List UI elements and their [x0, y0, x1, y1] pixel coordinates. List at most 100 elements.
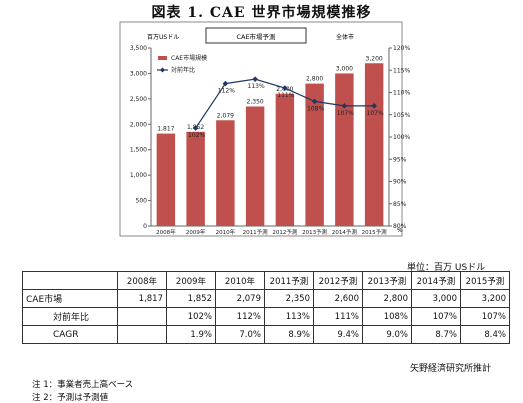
- chart: CAE市場予測 百万USドル 全体市 % 0 500 1,000 1,500 2,000…: [119, 21, 410, 237]
- growth-value-label: 113%: [248, 83, 265, 90]
- growth-point: [192, 125, 199, 131]
- table-cell: 7.0%: [215, 325, 265, 344]
- bar: [216, 120, 235, 226]
- x-tick-label: 2010年: [216, 228, 236, 236]
- table-header-cell: 2013予測: [362, 271, 412, 290]
- bar: [305, 83, 324, 226]
- table-row: CAE市場 1,817 1,852 2,079 2,350 2,600 2,80…: [22, 289, 510, 308]
- bar: [364, 63, 384, 226]
- x-tick-label: 2015予測: [362, 228, 387, 236]
- x-tick-label: 2011予測: [243, 228, 268, 236]
- growth-point: [282, 85, 288, 91]
- x-tick-label: 2012予測: [272, 228, 297, 236]
- y-tick-label: 1,500: [130, 147, 147, 154]
- chart-frame: [119, 21, 403, 237]
- footnote: 注 1：事業者売上高ベース: [32, 380, 134, 390]
- growth-value-label: 108%: [307, 105, 324, 112]
- y2-tick-label: 105%: [393, 112, 410, 119]
- bar-value-label: 2,079: [217, 112, 234, 119]
- y2-tick-label: 100%: [393, 134, 410, 141]
- table-cell: 102%: [166, 307, 216, 326]
- y-tick-label: 2,500: [130, 96, 147, 103]
- y-tick-label: 0: [143, 223, 147, 230]
- table-cell: 1,817: [117, 289, 167, 308]
- growth-value-label: 102%: [188, 132, 205, 139]
- chart-title-box: [205, 27, 307, 44]
- y2-tick-label: 90%: [393, 179, 407, 186]
- table-header-cell: 2012予測: [313, 271, 363, 290]
- table-cell: 8.7%: [411, 325, 461, 344]
- footnote: 注 2：予測は予測値: [32, 393, 109, 403]
- y2-tick-label: 85%: [393, 201, 407, 208]
- left-axis-unit: 百万USドル: [147, 34, 179, 41]
- y2-tick-label: 95%: [393, 156, 407, 163]
- y2-tick-label: 115%: [393, 67, 410, 74]
- x-tick-label: 2008年: [156, 228, 176, 236]
- table-cell: 2,600: [313, 289, 363, 308]
- table-header-cell: 2009年: [166, 271, 216, 290]
- legend-label: 対前年比: [171, 66, 195, 74]
- growth-point: [222, 80, 229, 87]
- table-row-label: 対前年比: [22, 307, 118, 326]
- table-cell: 113%: [264, 307, 314, 326]
- y2-tick-label: 120%: [393, 45, 410, 52]
- growth-value-label: 111%: [277, 92, 294, 99]
- growth-point: [371, 103, 377, 109]
- bar-value-label: 3,000: [336, 65, 353, 72]
- data-table: 2008年 2009年 2010年 2011予測 2012予測 2013予測 2…: [22, 271, 510, 344]
- y-tick-label: 3,500: [130, 45, 147, 52]
- legend-label: CAE市場規模: [171, 54, 207, 62]
- table-cell: [117, 325, 167, 344]
- bar-value-label: 3,200: [366, 55, 383, 62]
- growth-point: [311, 98, 318, 105]
- chart-title: CAE市場予測: [236, 32, 275, 41]
- table-cell: 2,079: [215, 289, 265, 308]
- table-header-cell: 2010年: [215, 271, 265, 290]
- table-header-cell: 2014予測: [411, 271, 461, 290]
- table-cell: 8.9%: [264, 325, 314, 344]
- growth-value-label: 107%: [337, 110, 354, 117]
- y-tick-label: 3,000: [130, 70, 147, 77]
- bar: [245, 106, 265, 226]
- table-row-label: CAGR: [22, 325, 118, 344]
- bar-value-label: 1,817: [157, 126, 174, 133]
- bar: [335, 73, 354, 226]
- table-cell: 3,000: [411, 289, 461, 308]
- table-cell: 112%: [215, 307, 265, 326]
- table-cell: 108%: [362, 307, 412, 326]
- table-header-row: 2008年 2009年 2010年 2011予測 2012予測 2013予測 2…: [22, 271, 510, 290]
- table-cell: 2,800: [362, 289, 412, 308]
- bar-value-label: 2,800: [306, 76, 323, 83]
- table-cell: 107%: [411, 307, 461, 326]
- right-axis-title: 全体市: [336, 33, 354, 41]
- x-tick-label: 2009年: [186, 228, 206, 236]
- right-axis-unit: %: [397, 227, 403, 234]
- x-tick-label: 2013予測: [302, 228, 327, 236]
- table-cell: 3,200: [460, 289, 510, 308]
- y-tick-label: 2,000: [130, 121, 147, 128]
- table-cell: [117, 307, 167, 326]
- table-header-cell: 2011予測: [264, 271, 314, 290]
- bar: [275, 93, 295, 227]
- y2-tick-label: 110%: [393, 90, 410, 97]
- table-cell: 9.0%: [362, 325, 412, 344]
- x-tick-label: 2014予測: [332, 228, 357, 236]
- unit-note: 単位：百万 USドル: [407, 263, 486, 273]
- table-cell: 1.9%: [166, 325, 216, 344]
- growth-point: [252, 76, 258, 82]
- table-cell: 1,852: [166, 289, 216, 308]
- table-header-cell: [22, 271, 118, 290]
- source-note: 矢野経済研究所推計: [410, 364, 492, 374]
- table-cell: 8.4%: [460, 325, 510, 344]
- y-tick-label: 500: [136, 198, 148, 205]
- growth-value-label: 107%: [367, 110, 384, 117]
- table-row-label: CAE市場: [22, 289, 118, 308]
- table-row: CAGR 1.9% 7.0% 8.9% 9.4% 9.0% 8.7% 8.4%: [22, 325, 510, 344]
- table-cell: 107%: [460, 307, 510, 326]
- bar: [186, 131, 205, 226]
- growth-point: [341, 103, 348, 109]
- table-cell: 2,350: [264, 289, 314, 308]
- table-header-cell: 2008年: [117, 271, 167, 290]
- table-cell: 111%: [313, 307, 363, 326]
- legend-marker: [160, 67, 165, 73]
